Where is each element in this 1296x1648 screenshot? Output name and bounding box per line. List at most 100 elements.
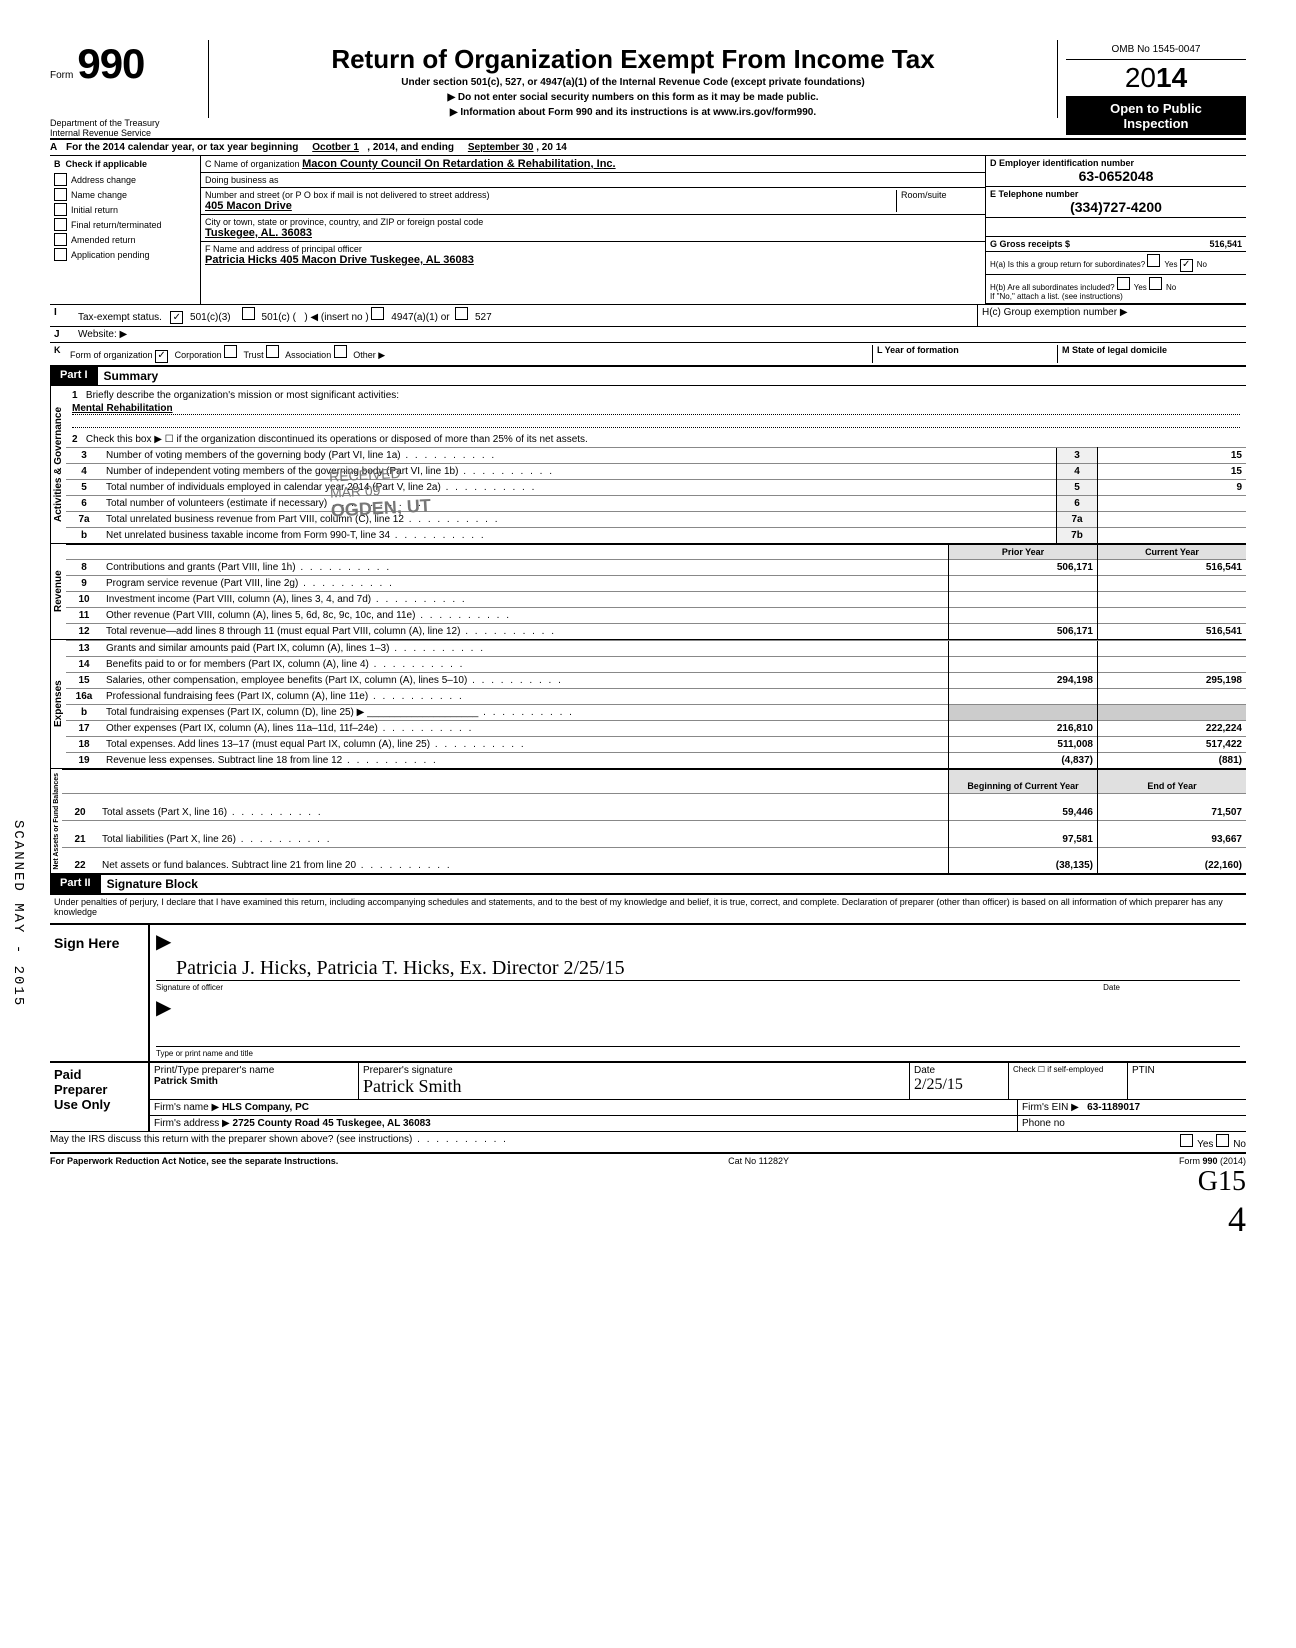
- prep-name[interactable]: Patrick Smith: [154, 1076, 218, 1087]
- dept-treasury: Department of the Treasury: [50, 118, 200, 128]
- f-label: F Name and address of principal officer: [205, 244, 362, 254]
- line2-num: 2: [72, 434, 78, 445]
- prep-date[interactable]: 2/25/15: [914, 1076, 963, 1093]
- discuss-no[interactable]: [1216, 1134, 1229, 1147]
- row-a: A For the 2014 calendar year, or tax yea…: [50, 138, 1246, 155]
- l-label: L Year of formation: [877, 345, 959, 355]
- row-i: I Tax-exempt status. ✓ 501(c)(3) 501(c) …: [50, 304, 1246, 327]
- firm-name-label: Firm's name ▶: [154, 1102, 219, 1113]
- firm-addr[interactable]: 2725 County Road 45 Tuskegee, AL 36083: [233, 1118, 431, 1129]
- sig-of-officer-label: Signature of officer: [156, 983, 223, 992]
- m-label: M State of legal domicile: [1062, 345, 1167, 355]
- signature-block: Sign Here ▶ Signature of officer Patrici…: [50, 923, 1246, 1061]
- d-label: D Employer identification number: [990, 158, 1134, 168]
- ha-label: H(a) Is this a group return for subordin…: [990, 260, 1145, 269]
- gross-receipts[interactable]: 516,541: [1209, 239, 1242, 249]
- sign-here-label: Sign Here: [54, 935, 119, 951]
- mission-text[interactable]: Mental Rehabilitation: [72, 403, 1240, 415]
- sig-date-label: Date: [1103, 983, 1120, 992]
- handwritten-page: 4: [1228, 1199, 1246, 1239]
- hb-yes[interactable]: [1117, 277, 1130, 290]
- firm-name[interactable]: HLS Company, PC: [222, 1102, 309, 1113]
- governance-table: 3Number of voting members of the governi…: [66, 447, 1246, 543]
- col-b-label: B: [54, 159, 61, 169]
- firm-ein[interactable]: 63-1189017: [1087, 1102, 1140, 1113]
- e-label: E Telephone number: [990, 189, 1078, 199]
- cat-no: Cat No 11282Y: [728, 1156, 789, 1166]
- self-employed-check[interactable]: Check ☐ if self-employed: [1008, 1063, 1127, 1099]
- chk-name-change[interactable]: Name change: [50, 187, 200, 202]
- ein-value[interactable]: 63-0652048: [990, 168, 1242, 184]
- scanned-stamp-side: SCANNED MAY - 2015: [10, 820, 26, 1007]
- year-bold: 14: [1156, 62, 1187, 93]
- line1-num: 1: [72, 390, 78, 401]
- row-a-label: A: [50, 142, 66, 153]
- prep-signature[interactable]: Patrick Smith: [363, 1076, 462, 1096]
- chk-4947[interactable]: [371, 307, 384, 320]
- chk-final-return[interactable]: Final return/terminated: [50, 217, 200, 232]
- label-i: I: [50, 305, 74, 327]
- prep-date-label: Date: [914, 1065, 935, 1076]
- handwritten-g15: G15: [1198, 1166, 1246, 1197]
- omb-number: OMB No 1545-0047: [1066, 40, 1246, 60]
- pra-notice: For Paperwork Reduction Act Notice, see …: [50, 1156, 338, 1166]
- part-2-header: Part II Signature Block: [50, 875, 1246, 894]
- vtab-governance: Activities & Governance: [50, 386, 66, 543]
- chk-assoc[interactable]: [266, 345, 279, 358]
- chk-501c[interactable]: [242, 307, 255, 320]
- ha-no[interactable]: ✓: [1180, 259, 1193, 272]
- tax-exempt-label: Tax-exempt status.: [78, 312, 162, 323]
- row-a-tail: , 20 14: [536, 142, 567, 153]
- chk-527[interactable]: [455, 307, 468, 320]
- city-value[interactable]: Tuskegee, AL. 36083: [205, 227, 312, 239]
- chk-initial-return[interactable]: Initial return: [50, 202, 200, 217]
- tax-year-end[interactable]: September 30: [468, 142, 534, 153]
- c-label: C Name of organization: [205, 159, 300, 169]
- paid-preparer-block: PaidPreparerUse Only Print/Type preparer…: [50, 1061, 1246, 1131]
- chk-501c3[interactable]: ✓: [170, 311, 183, 324]
- open-to-public-1: Open to Public: [1110, 101, 1202, 116]
- org-name[interactable]: Macon County Council On Retardation & Re…: [302, 158, 616, 170]
- label-j: J: [50, 327, 74, 342]
- officer-value[interactable]: Patricia Hicks 405 Macon Drive Tuskegee,…: [205, 254, 474, 266]
- open-to-public-2: Inspection: [1123, 116, 1188, 131]
- chk-application-pending[interactable]: Application pending: [50, 247, 200, 262]
- hb-label: H(b) Are all subordinates included?: [990, 283, 1115, 292]
- chk-corp[interactable]: ✓: [155, 350, 168, 363]
- entity-block: B Check if applicable Address change Nam…: [50, 155, 1246, 304]
- form-word: Form: [50, 70, 73, 81]
- discuss-yes[interactable]: [1180, 1134, 1193, 1147]
- street-value[interactable]: 405 Macon Drive: [205, 200, 292, 212]
- expenses-table: 13Grants and similar amounts paid (Part …: [66, 640, 1246, 768]
- room-label: Room/suite: [901, 190, 947, 200]
- phone-value[interactable]: (334)727-4200: [990, 199, 1242, 215]
- ha-yes[interactable]: [1147, 254, 1160, 267]
- tax-year-begin[interactable]: Ocotber 1: [312, 142, 359, 153]
- vtab-revenue: Revenue: [50, 544, 66, 639]
- form-header: Form 990 Department of the Treasury Inte…: [50, 40, 1246, 138]
- officer-signature[interactable]: Patricia J. Hicks, Patricia T. Hicks, Ex…: [176, 957, 625, 980]
- form-number: 990: [77, 40, 144, 88]
- firm-ein-label: Firm's EIN ▶: [1022, 1102, 1079, 1113]
- prep-sig-label: Preparer's signature: [363, 1065, 453, 1076]
- subtitle-1: Under section 501(c), 527, or 4947(a)(1)…: [217, 77, 1049, 88]
- line1-text: Briefly describe the organization's miss…: [86, 390, 399, 401]
- row-k: K Form of organization ✓ Corporation Tru…: [50, 342, 1246, 367]
- firm-addr-label: Firm's address ▶: [154, 1118, 230, 1129]
- discuss-text: May the IRS discuss this return with the…: [50, 1134, 508, 1150]
- prep-name-label: Print/Type preparer's name: [154, 1065, 274, 1076]
- vtab-balance: Net Assets or Fund Balances: [50, 769, 62, 874]
- hb-no[interactable]: [1149, 277, 1162, 290]
- street-label: Number and street (or P O box if mail is…: [205, 190, 489, 200]
- part-1-header: Part I Summary: [50, 367, 1246, 386]
- chk-trust[interactable]: [224, 345, 237, 358]
- chk-amended-return[interactable]: Amended return: [50, 232, 200, 247]
- row-j: J Website: ▶: [50, 326, 1246, 342]
- hc-label: H(c) Group exemption number ▶: [977, 305, 1246, 327]
- subtitle-3: ▶ Information about Form 990 and its ins…: [217, 107, 1049, 118]
- chk-other[interactable]: [334, 345, 347, 358]
- website-label: Website: ▶: [74, 327, 131, 342]
- chk-address-change[interactable]: Address change: [50, 172, 200, 187]
- hb-note: If "No," attach a list. (see instruction…: [990, 292, 1123, 301]
- revenue-table: Prior YearCurrent Year8Contributions and…: [66, 544, 1246, 639]
